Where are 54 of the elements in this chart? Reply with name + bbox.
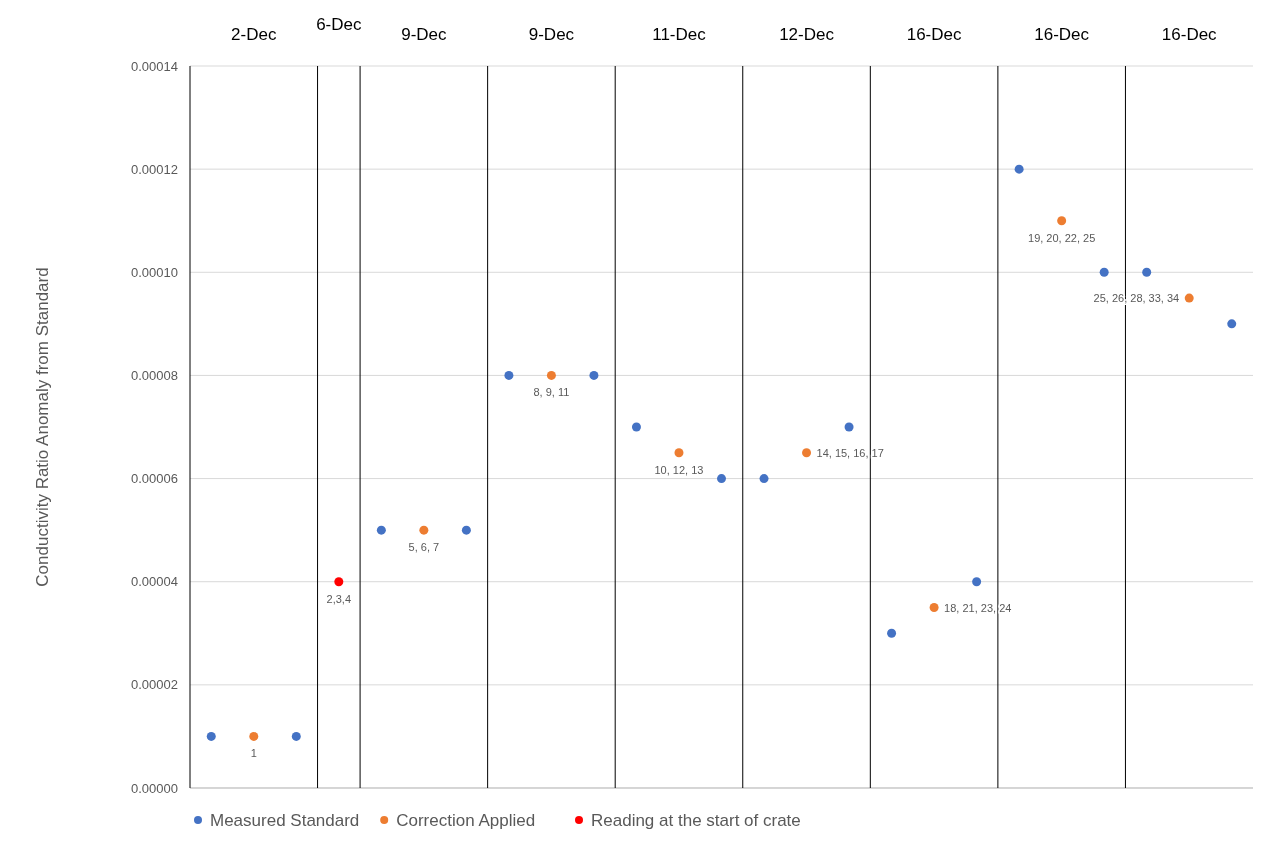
y-axis-title: Conductivity Ratio Anomaly from Standard [33,267,52,587]
y-tick-label: 0.00000 [131,780,178,796]
point [206,731,216,741]
text: 16-Dec [906,25,962,44]
y-tick-label: 0.00014 [131,58,178,74]
point [376,525,386,535]
annotation: 8, 9, 11 [533,386,570,399]
legend-label: Measured Standard [210,811,360,830]
y-tick-label: 0.00010 [131,264,178,280]
point [717,474,726,484]
point [674,448,684,458]
annotation: 2,3,4 [326,592,352,605]
point [1057,216,1067,226]
text: 6-Dec [316,15,362,34]
annotation: 5, 6, 7 [408,541,440,554]
point [844,422,854,432]
point [589,370,599,380]
text: 16-Dec [1161,25,1218,44]
point [334,577,344,587]
y-tick-label: 0.00004 [131,574,178,590]
y-tick-label: 0.00012 [131,161,178,177]
point [929,603,939,612]
point [887,628,897,638]
y-tick-label: 0.00002 [131,677,178,693]
point [1014,164,1024,174]
point [1227,319,1237,329]
legend-label: Reading at the start of crate [591,811,801,830]
point [1099,267,1109,277]
text: 2-Dec [231,25,277,44]
point [802,448,812,458]
point [631,422,641,432]
point [1142,267,1152,277]
annotation: 18, 21, 23, 24 [944,601,1012,614]
text: 12-Dec [779,25,835,44]
point [759,474,769,484]
point [972,577,982,587]
annotation: 14, 15, 16, 17 [816,446,884,459]
annotation: 10, 12, 13 [654,463,704,476]
legend-label: Correction Applied [396,811,536,830]
point [419,525,429,535]
point [461,525,471,535]
text: 9-Dec [401,25,448,44]
annotation: 19, 20, 22, 25 [1028,231,1096,244]
point [504,370,514,380]
point [291,731,301,741]
text: 11-Dec [652,25,707,44]
point [546,370,556,380]
point [1184,293,1194,303]
text: 9-Dec [528,25,575,44]
text: 16-Dec [1034,25,1090,44]
point [249,731,259,741]
y-tick-label: 0.00008 [131,367,178,383]
annotation: 1 [250,747,257,760]
y-tick-label: 0.00006 [131,471,178,487]
